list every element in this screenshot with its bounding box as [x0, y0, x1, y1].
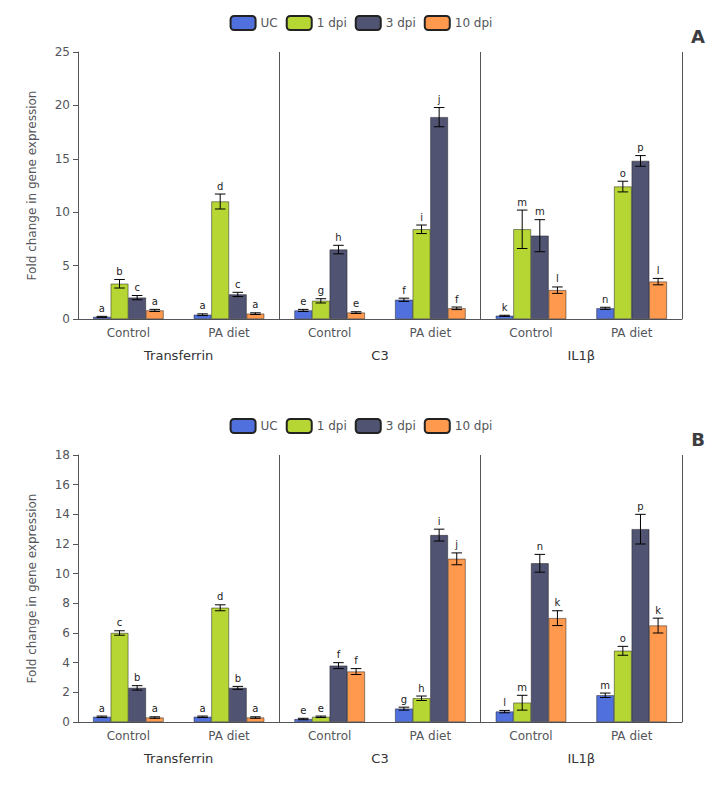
svg-text:IL1β: IL1β: [568, 751, 596, 766]
svg-text:8: 8: [62, 596, 70, 610]
svg-text:a: a: [200, 703, 206, 714]
svg-text:d: d: [217, 181, 223, 192]
svg-text:e: e: [300, 296, 306, 307]
svg-text:k: k: [502, 302, 508, 313]
svg-text:0: 0: [62, 715, 70, 729]
svg-text:PA diet: PA diet: [410, 729, 452, 743]
svg-text:10: 10: [55, 567, 70, 581]
svg-text:k: k: [655, 605, 661, 616]
svg-text:a: a: [252, 703, 258, 714]
svg-text:l: l: [556, 273, 559, 284]
svg-text:5: 5: [62, 259, 70, 273]
svg-text:2: 2: [62, 685, 70, 699]
svg-text:20: 20: [55, 98, 70, 112]
svg-text:l: l: [657, 265, 660, 276]
svg-text:6: 6: [62, 626, 70, 640]
svg-text:m: m: [600, 680, 610, 691]
svg-text:C3: C3: [371, 751, 388, 766]
svg-text:3 dpi: 3 dpi: [386, 16, 416, 30]
svg-text:m: m: [517, 197, 527, 208]
svg-text:a: a: [99, 303, 105, 314]
svg-text:a: a: [99, 703, 105, 714]
svg-text:Transferrin: Transferrin: [143, 348, 213, 363]
svg-text:25: 25: [55, 45, 70, 59]
svg-text:p: p: [637, 501, 643, 512]
svg-text:Control: Control: [509, 326, 552, 340]
svg-text:l: l: [503, 697, 506, 708]
svg-text:h: h: [335, 232, 341, 243]
svg-text:a: a: [152, 703, 158, 714]
svg-text:i: i: [438, 516, 441, 527]
svg-text:10 dpi: 10 dpi: [455, 419, 493, 433]
svg-text:0: 0: [62, 312, 70, 326]
svg-text:B: B: [691, 429, 705, 450]
svg-text:k: k: [555, 597, 561, 608]
svg-text:1 dpi: 1 dpi: [317, 419, 347, 433]
svg-text:Control: Control: [308, 729, 351, 743]
svg-text:e: e: [353, 298, 359, 309]
svg-text:m: m: [535, 206, 545, 217]
svg-text:PA diet: PA diet: [208, 326, 250, 340]
svg-text:UC: UC: [261, 16, 278, 30]
svg-text:C3: C3: [371, 348, 388, 363]
svg-text:12: 12: [55, 537, 70, 551]
svg-text:Transferrin: Transferrin: [143, 751, 213, 766]
svg-text:3 dpi: 3 dpi: [386, 419, 416, 433]
svg-text:e: e: [318, 703, 324, 714]
svg-text:UC: UC: [261, 419, 278, 433]
svg-text:Control: Control: [308, 326, 351, 340]
svg-text:18: 18: [55, 448, 70, 462]
svg-text:f: f: [354, 655, 358, 666]
svg-text:b: b: [134, 672, 140, 683]
svg-text:16: 16: [55, 478, 70, 492]
svg-text:4: 4: [62, 656, 70, 670]
svg-text:j: j: [454, 539, 458, 550]
svg-text:Fold change in gene expression: Fold change in gene expression: [25, 494, 39, 684]
svg-text:b: b: [116, 266, 122, 277]
svg-text:c: c: [134, 282, 140, 293]
svg-text:i: i: [420, 212, 423, 223]
svg-text:o: o: [620, 168, 626, 179]
svg-text:c: c: [235, 279, 241, 290]
svg-text:PA diet: PA diet: [611, 326, 653, 340]
svg-text:f: f: [455, 294, 459, 305]
svg-text:IL1β: IL1β: [568, 348, 596, 363]
svg-text:g: g: [401, 694, 407, 705]
svg-text:a: a: [200, 300, 206, 311]
svg-text:h: h: [418, 683, 424, 694]
svg-text:a: a: [252, 299, 258, 310]
svg-text:PA diet: PA diet: [410, 326, 452, 340]
svg-text:j: j: [437, 94, 441, 105]
svg-text:o: o: [620, 633, 626, 644]
svg-text:f: f: [337, 649, 341, 660]
svg-text:PA diet: PA diet: [208, 729, 250, 743]
svg-text:m: m: [517, 682, 527, 693]
svg-text:10: 10: [55, 205, 70, 219]
svg-text:b: b: [235, 673, 241, 684]
svg-text:f: f: [402, 285, 406, 296]
svg-text:a: a: [152, 296, 158, 307]
svg-text:d: d: [217, 591, 223, 602]
svg-text:g: g: [318, 285, 324, 296]
svg-text:Control: Control: [509, 729, 552, 743]
svg-text:n: n: [537, 541, 543, 552]
svg-text:15: 15: [55, 152, 70, 166]
svg-text:10 dpi: 10 dpi: [455, 16, 493, 30]
svg-text:Control: Control: [107, 729, 150, 743]
svg-text:14: 14: [55, 507, 70, 521]
svg-text:1 dpi: 1 dpi: [317, 16, 347, 30]
svg-text:p: p: [637, 142, 643, 153]
svg-text:Control: Control: [107, 326, 150, 340]
svg-text:c: c: [117, 617, 123, 628]
svg-text:A: A: [691, 26, 705, 47]
svg-text:PA diet: PA diet: [611, 729, 653, 743]
svg-text:n: n: [602, 294, 608, 305]
svg-text:Fold change in gene expression: Fold change in gene expression: [25, 91, 39, 281]
svg-text:e: e: [300, 705, 306, 716]
